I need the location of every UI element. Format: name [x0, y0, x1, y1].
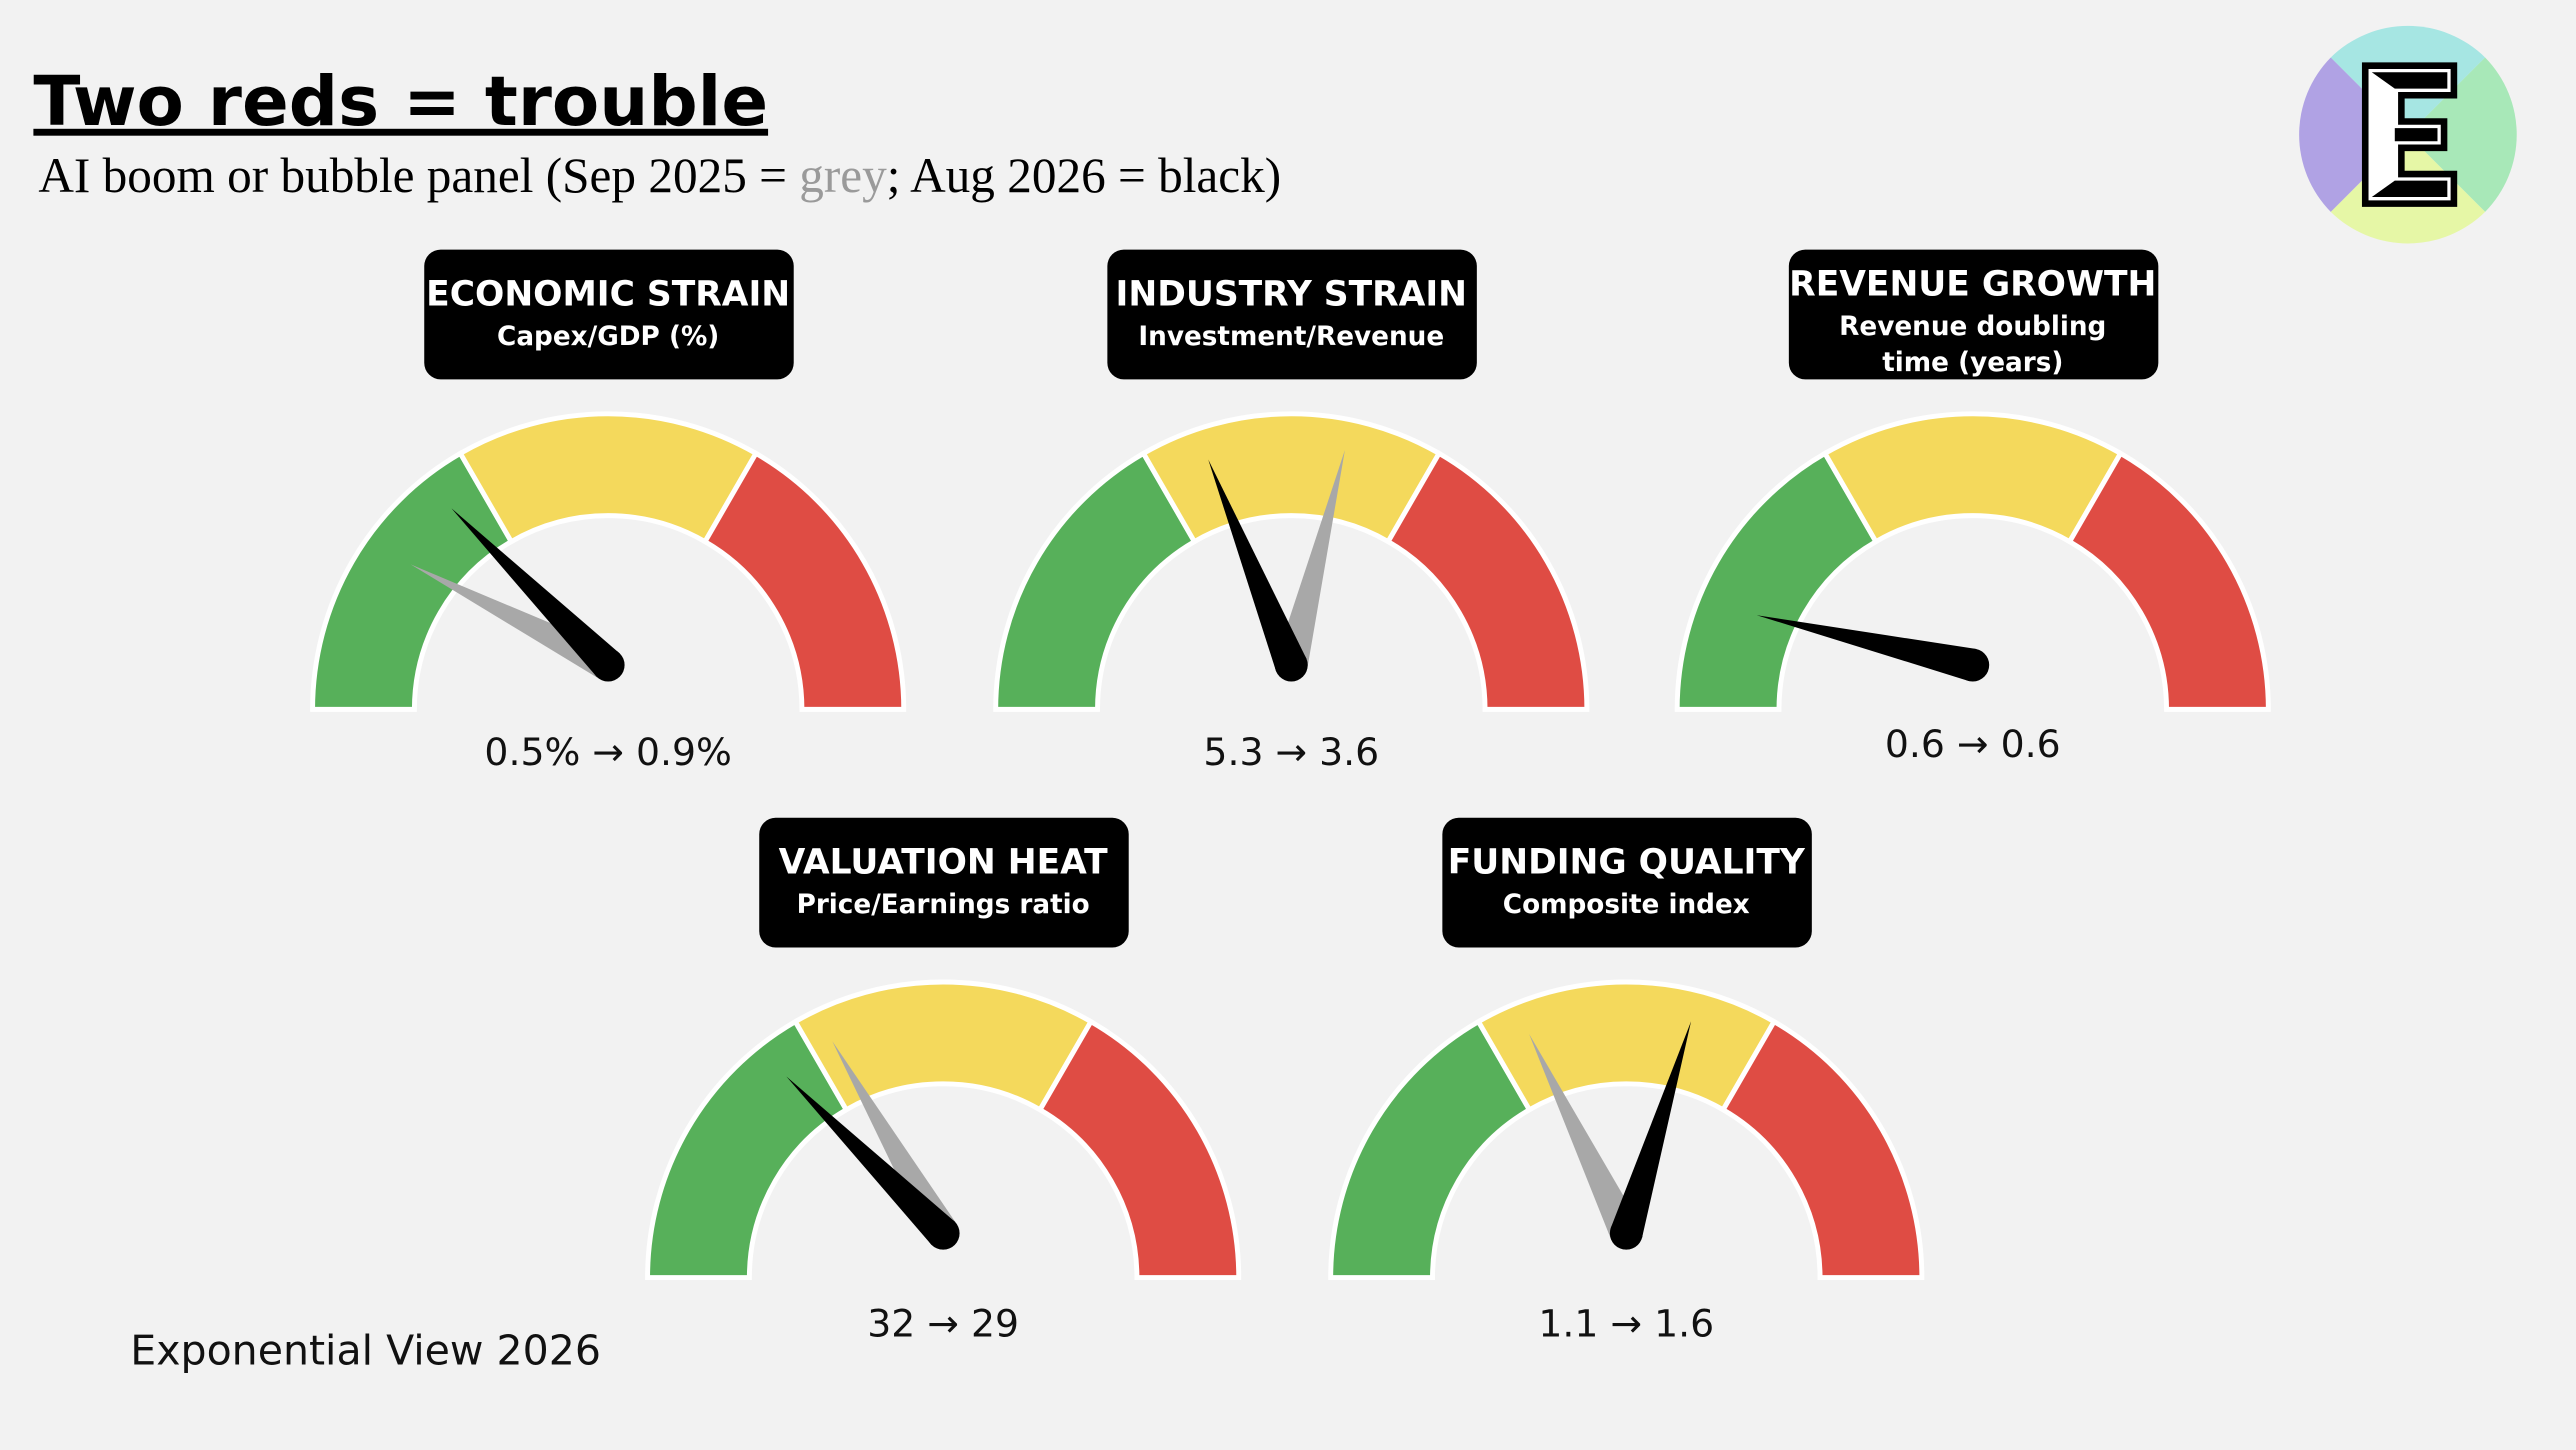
needle	[1208, 459, 1307, 672]
gauge-title: ECONOMIC STRAIN	[426, 274, 790, 314]
gauge-label-box	[1442, 817, 1812, 948]
needle	[1529, 1033, 1642, 1241]
page-subtitle: AI boom or bubble panel (Sep 2025 = grey…	[38, 148, 1281, 203]
gauge-segment	[2066, 450, 2271, 712]
gauge-reading: 0.6 → 0.6	[1885, 722, 2061, 766]
needle	[832, 1041, 958, 1242]
gauge-label-box	[759, 817, 1129, 948]
gauge-segment	[1821, 411, 2124, 545]
gauge-subtitle: Composite index	[1503, 890, 1750, 920]
gauge: INDUSTRY STRAIN Investment/Revenue 5.3 → 3…	[993, 249, 1590, 774]
gauge-segment	[1475, 979, 1778, 1114]
needle-hub	[1956, 648, 1990, 682]
gauge-label-box	[1107, 249, 1477, 380]
needle-hub	[591, 648, 625, 682]
gauge-segment	[1140, 411, 1443, 545]
needle	[1275, 449, 1345, 670]
gauge-subtitle: Price/Earnings ratio	[797, 890, 1090, 920]
subtitle-part: ; Aug 2026 = black)	[887, 148, 1281, 203]
gauge: REVENUE GROWTH Revenue doubling time (year…	[1674, 249, 2271, 766]
gauge-label-box	[424, 249, 794, 380]
needle	[451, 508, 620, 677]
gauge-segment	[1384, 450, 1590, 712]
needle-hub	[1609, 1216, 1643, 1250]
gauge-segment	[791, 979, 1095, 1114]
subtitle-grey: grey	[799, 148, 887, 203]
gauge-segment	[1036, 1018, 1242, 1281]
gauge-title: INDUSTRY STRAIN	[1116, 274, 1467, 314]
gauge-title: REVENUE GROWTH	[1789, 265, 2156, 305]
gauge-label-box	[1788, 249, 2159, 380]
needle	[786, 1076, 955, 1245]
logo	[2299, 25, 2517, 244]
gauge-subtitle: Investment/Revenue	[1138, 322, 1444, 352]
gauge-segment	[457, 411, 760, 545]
gauge: VALUATION HEAT Price/Earnings ratio 32 → 2…	[645, 817, 1242, 1346]
gauge-title: FUNDING QUALITY	[1448, 843, 1806, 883]
gauge-reading: 5.3 → 3.6	[1203, 730, 1379, 774]
gauge-subtitle: Revenue doubling	[1839, 312, 2106, 342]
gauge: FUNDING QUALITY Composite index 1.1 → 1.6	[1328, 817, 1925, 1346]
needle-hub	[1274, 648, 1308, 682]
gauge-reading: 32 → 29	[867, 1302, 1019, 1346]
subtitle-part: AI boom or bubble panel (Sep 2025 =	[38, 148, 799, 203]
gauge-reading: 1.1 → 1.6	[1538, 1302, 1714, 1346]
footer: Exponential View 2026	[130, 1327, 601, 1375]
gauge-segment	[1719, 1018, 1925, 1281]
needle-hub	[926, 1216, 960, 1250]
page-title: Two reds = trouble	[33, 62, 768, 142]
gauge-reading: 0.5% → 0.9%	[484, 730, 731, 774]
gauge-segment	[701, 450, 907, 712]
gauge-subtitle: time (years)	[1882, 348, 2063, 378]
gauge-title: VALUATION HEAT	[779, 843, 1109, 883]
needle	[410, 564, 616, 680]
gauge: ECONOMIC STRAIN Capex/GDP (%) 0.5% → 0.9%	[310, 249, 907, 774]
needle	[1610, 1021, 1692, 1239]
needle	[1756, 615, 1977, 682]
gauge-subtitle: Capex/GDP (%)	[497, 322, 719, 352]
